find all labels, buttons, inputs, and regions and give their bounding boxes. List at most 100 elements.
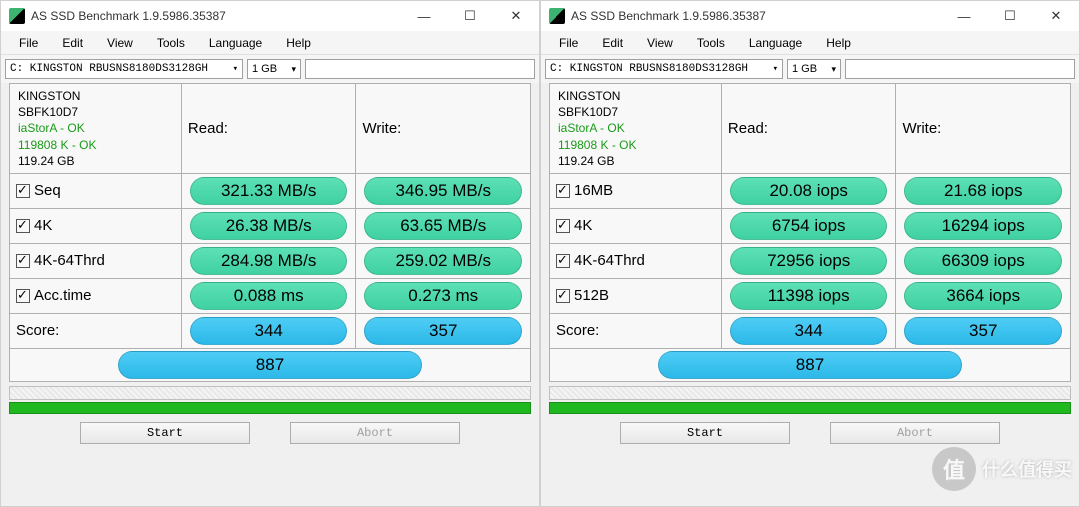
- menu-file[interactable]: File: [7, 34, 50, 52]
- results-table: KINGSTON SBFK10D7 iaStorA - OK 119808 K …: [9, 83, 531, 382]
- results-table: KINGSTON SBFK10D7 iaStorA - OK 119808 K …: [549, 83, 1071, 382]
- checkbox-icon[interactable]: [556, 184, 570, 198]
- checkbox-icon[interactable]: [16, 289, 30, 303]
- device-capacity: 119.24 GB: [558, 153, 713, 169]
- score-row: Score: 344 357: [10, 313, 531, 348]
- checkbox-icon[interactable]: [556, 254, 570, 268]
- read-value: 321.33 MB/s: [190, 177, 348, 205]
- size-select-label: 1 GB: [792, 63, 817, 75]
- menubar: File Edit View Tools Language Help: [541, 31, 1079, 55]
- progress-area: [549, 386, 1071, 414]
- titlebar[interactable]: AS SSD Benchmark 1.9.5986.35387 — ☐ ✕: [1, 1, 539, 31]
- header-read: Read:: [721, 84, 896, 174]
- score-row: Score: 344 357: [550, 313, 1071, 348]
- chevron-down-icon: ▾: [231, 64, 240, 74]
- menu-edit[interactable]: Edit: [50, 34, 95, 52]
- row-label: Seq: [34, 182, 61, 199]
- table-row: Acc.time 0.088 ms 0.273 ms: [10, 278, 531, 313]
- table-row: 512B 11398 iops 3664 iops: [550, 278, 1071, 313]
- app-icon: [549, 8, 565, 24]
- chevron-down-icon: ▾: [771, 64, 780, 74]
- menu-help[interactable]: Help: [814, 34, 863, 52]
- menu-tools[interactable]: Tools: [685, 34, 737, 52]
- titlebar[interactable]: AS SSD Benchmark 1.9.5986.35387 — ☐ ✕: [541, 1, 1079, 31]
- menu-file[interactable]: File: [547, 34, 590, 52]
- path-input[interactable]: [305, 59, 535, 79]
- chevron-down-icon: ▾: [829, 64, 838, 75]
- device-driver: iaStorA - OK: [18, 120, 173, 136]
- maximize-button[interactable]: ☐: [447, 1, 493, 31]
- progress-area: [9, 386, 531, 414]
- close-button[interactable]: ✕: [1033, 1, 1079, 31]
- app-icon: [9, 8, 25, 24]
- close-button[interactable]: ✕: [493, 1, 539, 31]
- menu-view[interactable]: View: [635, 34, 685, 52]
- window-left: AS SSD Benchmark 1.9.5986.35387 — ☐ ✕ Fi…: [0, 0, 540, 507]
- device-info: KINGSTON SBFK10D7 iaStorA - OK 119808 K …: [16, 86, 175, 171]
- row-label: 4K: [574, 217, 592, 234]
- minimize-button[interactable]: —: [941, 1, 987, 31]
- abort-button[interactable]: Abort: [290, 422, 460, 444]
- menubar: File Edit View Tools Language Help: [1, 31, 539, 55]
- drive-select[interactable]: C: KINGSTON RBUSNS8180DS3128GH ▾: [545, 59, 783, 79]
- progress-bar-1: [549, 386, 1071, 400]
- header-read: Read:: [181, 84, 356, 174]
- window-title: AS SSD Benchmark 1.9.5986.35387: [571, 9, 941, 23]
- abort-button[interactable]: Abort: [830, 422, 1000, 444]
- menu-edit[interactable]: Edit: [590, 34, 635, 52]
- start-button[interactable]: Start: [620, 422, 790, 444]
- table-row: 4K 6754 iops 16294 iops: [550, 208, 1071, 243]
- start-button[interactable]: Start: [80, 422, 250, 444]
- menu-language[interactable]: Language: [737, 34, 814, 52]
- score-total-row: 887: [550, 348, 1071, 381]
- read-value: 26.38 MB/s: [190, 212, 348, 240]
- checkbox-icon[interactable]: [556, 289, 570, 303]
- minimize-button[interactable]: —: [401, 1, 447, 31]
- device-fw: SBFK10D7: [18, 104, 173, 120]
- table-row: 4K 26.38 MB/s 63.65 MB/s: [10, 208, 531, 243]
- menu-view[interactable]: View: [95, 34, 145, 52]
- toolbar: C: KINGSTON RBUSNS8180DS3128GH ▾ 1 GB ▾: [541, 55, 1079, 83]
- menu-language[interactable]: Language: [197, 34, 274, 52]
- row-label: Acc.time: [34, 287, 92, 304]
- write-value: 3664 iops: [904, 282, 1062, 310]
- row-label: 16MB: [574, 182, 613, 199]
- device-align: 119808 K - OK: [18, 137, 173, 153]
- score-label: Score:: [550, 313, 722, 348]
- checkbox-icon[interactable]: [556, 219, 570, 233]
- table-row: 4K-64Thrd 72956 iops 66309 iops: [550, 243, 1071, 278]
- menu-tools[interactable]: Tools: [145, 34, 197, 52]
- chevron-down-icon: ▾: [289, 64, 298, 75]
- write-value: 16294 iops: [904, 212, 1062, 240]
- row-label: 4K-64Thrd: [574, 252, 645, 269]
- window-title: AS SSD Benchmark 1.9.5986.35387: [31, 9, 401, 23]
- device-info: KINGSTON SBFK10D7 iaStorA - OK 119808 K …: [556, 86, 715, 171]
- size-select[interactable]: 1 GB ▾: [247, 59, 301, 79]
- maximize-button[interactable]: ☐: [987, 1, 1033, 31]
- score-read: 344: [190, 317, 348, 345]
- path-input[interactable]: [845, 59, 1075, 79]
- checkbox-icon[interactable]: [16, 184, 30, 198]
- progress-bar-2: [9, 402, 531, 414]
- content-area: KINGSTON SBFK10D7 iaStorA - OK 119808 K …: [1, 83, 539, 506]
- checkbox-icon[interactable]: [16, 254, 30, 268]
- checkbox-icon[interactable]: [16, 219, 30, 233]
- row-label: 4K: [34, 217, 52, 234]
- score-total: 887: [658, 351, 963, 379]
- score-read: 344: [730, 317, 888, 345]
- score-write: 357: [904, 317, 1062, 345]
- size-select[interactable]: 1 GB ▾: [787, 59, 841, 79]
- menu-help[interactable]: Help: [274, 34, 323, 52]
- content-area: KINGSTON SBFK10D7 iaStorA - OK 119808 K …: [541, 83, 1079, 506]
- progress-bar-2: [549, 402, 1071, 414]
- drive-select-label: C: KINGSTON RBUSNS8180DS3128GH: [550, 63, 748, 75]
- size-select-label: 1 GB: [252, 63, 277, 75]
- write-value: 63.65 MB/s: [364, 212, 522, 240]
- write-value: 346.95 MB/s: [364, 177, 522, 205]
- write-value: 0.273 ms: [364, 282, 522, 310]
- drive-select[interactable]: C: KINGSTON RBUSNS8180DS3128GH▾: [5, 59, 243, 79]
- score-total: 887: [118, 351, 423, 379]
- read-value: 11398 iops: [730, 282, 888, 310]
- read-value: 284.98 MB/s: [190, 247, 348, 275]
- table-row: Seq 321.33 MB/s 346.95 MB/s: [10, 173, 531, 208]
